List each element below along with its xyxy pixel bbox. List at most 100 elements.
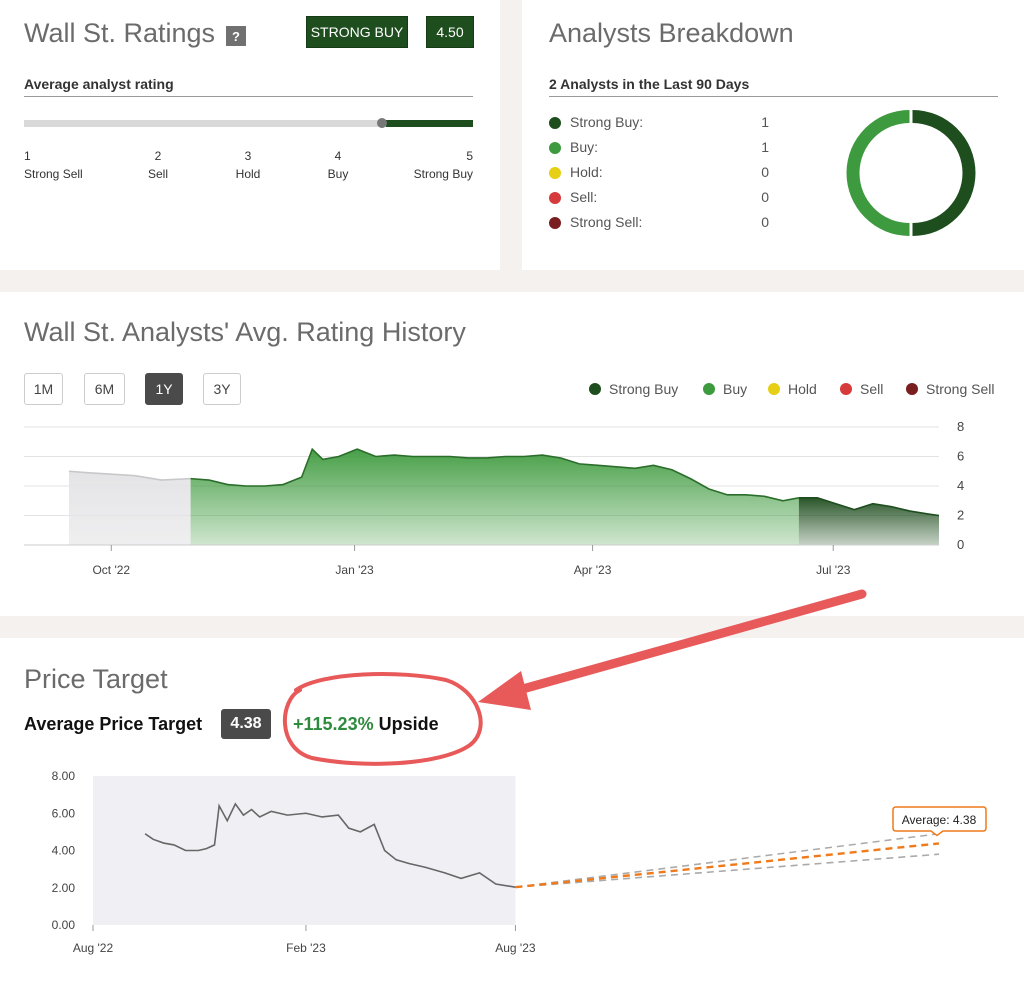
rating-track (24, 120, 473, 127)
breakdown-title: Analysts Breakdown (549, 18, 794, 48)
consensus-badge: STRONG BUY (306, 16, 408, 48)
x-tick-label: Jan '23 (335, 563, 374, 577)
upside-text: +115.23% Upside (293, 714, 439, 735)
x-tick-label: Jul '23 (816, 563, 851, 577)
scale-num-2: 2 (154, 149, 162, 163)
strong-buy-dot (589, 383, 601, 395)
avg-price-target-label: Average Price Target (24, 714, 203, 734)
x-tick-label: Aug '22 (73, 941, 114, 955)
legend-label: Sell (860, 381, 884, 397)
scale-label-4: Buy (327, 167, 349, 181)
breakdown-count: 0 (761, 214, 769, 230)
help-icon[interactable]: ? (226, 26, 246, 46)
average-callout-label: Average: 4.38 (902, 813, 977, 827)
area-line (68, 470, 191, 481)
breakdown-count: 0 (761, 189, 769, 205)
x-tick-label: Feb '23 (286, 941, 326, 955)
legend-label: Buy (723, 381, 748, 397)
breakdown-count: 1 (761, 139, 769, 155)
breakdown-item-strong-buy: Strong Buy: 1 (549, 114, 769, 132)
scale-num-1: 1 (24, 149, 31, 163)
upside-value: +115.23% (293, 714, 374, 734)
rating-fill (386, 120, 473, 127)
x-tick-label: Oct '22 (92, 563, 130, 577)
scale-label-3: Hold (235, 167, 261, 181)
breakdown-item-sell: Sell: 0 (549, 189, 769, 207)
ratings-title: Wall St. Ratings (24, 18, 216, 48)
breakdown-item-strong-sell: Strong Sell: 0 (549, 214, 769, 232)
scale-num-5: 5 (466, 149, 473, 163)
price-target-chart: 0.00 2.00 4.00 6.00 8.00 Aug '22 Feb '23 Aug '2… (52, 769, 987, 955)
y-tick-label: 4.00 (52, 844, 76, 858)
breakdown-label: Sell: (570, 189, 598, 205)
scale-label-1: Strong Sell (24, 167, 83, 181)
area-segment (190, 449, 799, 545)
y-tick-label: 6 (957, 449, 964, 464)
breakdown-count: 0 (761, 164, 769, 180)
y-tick-label: 6.00 (52, 806, 76, 820)
hold-dot (768, 383, 780, 395)
area-segment (798, 497, 939, 545)
area-line (798, 497, 940, 517)
forecast-average-line (515, 842, 940, 889)
buy-dot (703, 383, 715, 395)
donut-slice-strong-buy (912, 110, 976, 236)
donut-slice-buy (846, 110, 910, 236)
hold-dot (549, 167, 561, 179)
y-tick-label: 0 (957, 537, 964, 552)
area-line (190, 447, 799, 502)
ratings-panel: Wall St. Ratings ? STRONG BUY 4.50 Avera… (0, 0, 500, 270)
history-title: Wall St. Analysts' Avg. Rating History (24, 317, 466, 347)
buy-dot (549, 142, 561, 154)
scale-label-2: Sell (147, 167, 168, 181)
sell-dot (549, 192, 561, 204)
legend-label: Strong Buy (609, 381, 679, 397)
y-tick-label: 2.00 (52, 881, 76, 895)
history-panel (0, 292, 1024, 616)
x-tick-label: Aug '23 (495, 941, 536, 955)
score-badge: 4.50 (426, 16, 474, 48)
area-segment (68, 471, 191, 545)
y-tick-label: 8 (957, 419, 964, 434)
forecast-high-line (515, 832, 940, 888)
y-tick-label: 8.00 (52, 769, 76, 783)
ratings-divider (24, 96, 473, 97)
forecast-low-line (515, 853, 940, 888)
breakdown-label: Strong Sell: (570, 214, 643, 230)
breakdown-item-hold: Hold: 0 (549, 164, 769, 182)
strong-sell-dot (549, 217, 561, 229)
y-tick-label: 2 (957, 508, 964, 523)
breakdown-divider (549, 96, 998, 97)
breakdown-item-buy: Buy: 1 (549, 139, 769, 157)
legend-label: Strong Sell (926, 381, 995, 397)
y-tick-label: 4 (957, 478, 964, 493)
legend-label: Hold (788, 381, 817, 397)
strong-sell-dot (906, 383, 918, 395)
strong-buy-dot (549, 117, 561, 129)
scale-label-5: Strong Buy (413, 167, 473, 181)
range-3y-button[interactable]: 3Y (203, 373, 241, 405)
y-tick-label: 0.00 (52, 918, 76, 932)
breakdown-donut (846, 110, 976, 236)
breakdown-label: Hold: (570, 164, 603, 180)
rating-history-chart: 0 2 4 6 8 Oct '22 Jan '23 Apr '23 Jul '23 (24, 419, 964, 577)
sell-dot (840, 383, 852, 395)
rating-marker (377, 118, 387, 128)
range-1m-button[interactable]: 1M (24, 373, 63, 405)
history-shade (93, 776, 516, 925)
breakdown-count: 1 (761, 114, 769, 130)
scale-num-3: 3 (244, 149, 252, 163)
range-1y-button[interactable]: 1Y (145, 373, 183, 405)
average-callout: Average: 4.38 (892, 806, 987, 837)
scale-num-4: 4 (334, 149, 342, 163)
x-tick-label: Apr '23 (574, 563, 612, 577)
price-target-title: Price Target (24, 664, 168, 694)
ratings-subtitle: Average analyst rating (24, 76, 174, 92)
upside-label: Upside (378, 714, 439, 734)
avg-price-target-badge: 4.38 (221, 709, 271, 739)
breakdown-subtitle: 2 Analysts in the Last 90 Days (549, 76, 750, 92)
breakdown-label: Buy: (570, 139, 599, 155)
range-6m-button[interactable]: 6M (84, 373, 125, 405)
breakdown-label: Strong Buy: (570, 114, 644, 130)
price-history-line (144, 802, 516, 888)
